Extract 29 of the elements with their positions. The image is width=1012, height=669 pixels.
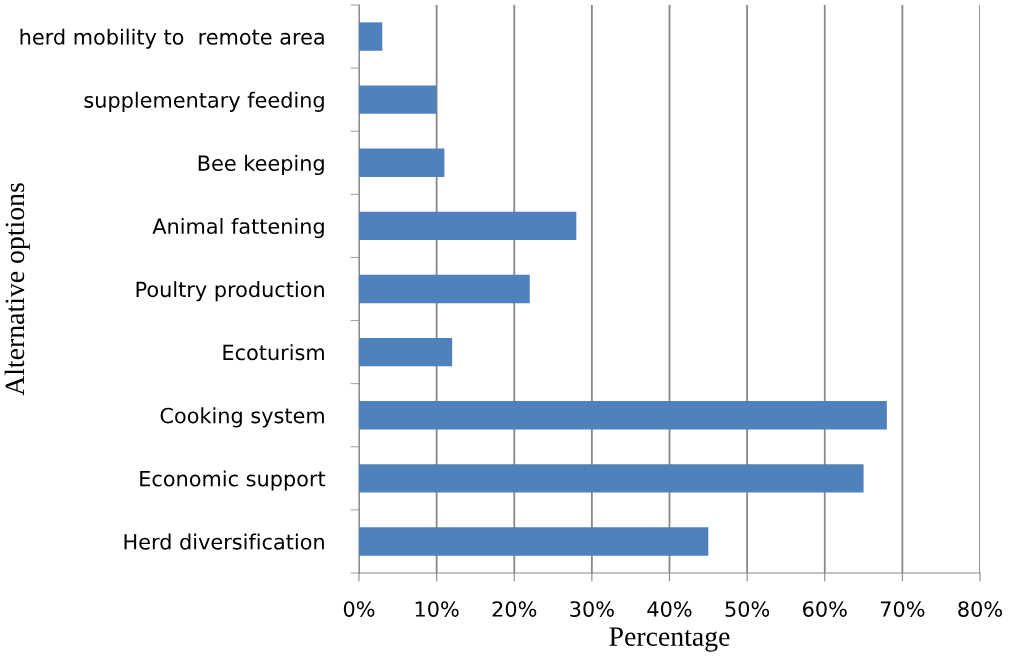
bar <box>359 22 383 51</box>
y-axis-title: Alternative options <box>4 183 30 396</box>
bar <box>359 211 577 241</box>
x-tick-label: 60% <box>803 601 847 617</box>
bar <box>359 85 437 114</box>
x-tick-label: 20% <box>492 601 537 617</box>
x-tick-label: 80% <box>958 601 1002 617</box>
y-tick-label: herd mobility to remote area <box>20 28 324 49</box>
y-tick-label: supplementary feeding <box>84 91 324 112</box>
bar <box>359 527 709 556</box>
bar <box>359 464 864 493</box>
y-tick-label: Bee keeping <box>198 154 324 176</box>
x-tick-label: 70% <box>880 601 925 617</box>
y-tick-label: Cooking system <box>160 407 324 428</box>
x-tick-label: 30% <box>570 601 614 617</box>
y-tick-label: Economic support <box>140 470 326 491</box>
y-tick-label: Ecoturism <box>223 344 324 361</box>
x-tick-label: 0% <box>343 601 375 617</box>
y-tick-label: Animal fattening <box>152 217 324 239</box>
bar <box>359 337 453 367</box>
y-tick-label: Herd diversification <box>124 533 324 550</box>
x-tick-label: 50% <box>725 601 770 617</box>
y-tick-label: Poultry production <box>136 281 324 302</box>
x-tick-label: 10% <box>415 601 459 617</box>
bar <box>359 274 530 304</box>
bar <box>359 148 445 177</box>
x-axis-title: Percentage <box>609 627 730 652</box>
bar <box>359 401 887 430</box>
x-tick-label: 40% <box>647 601 692 617</box>
